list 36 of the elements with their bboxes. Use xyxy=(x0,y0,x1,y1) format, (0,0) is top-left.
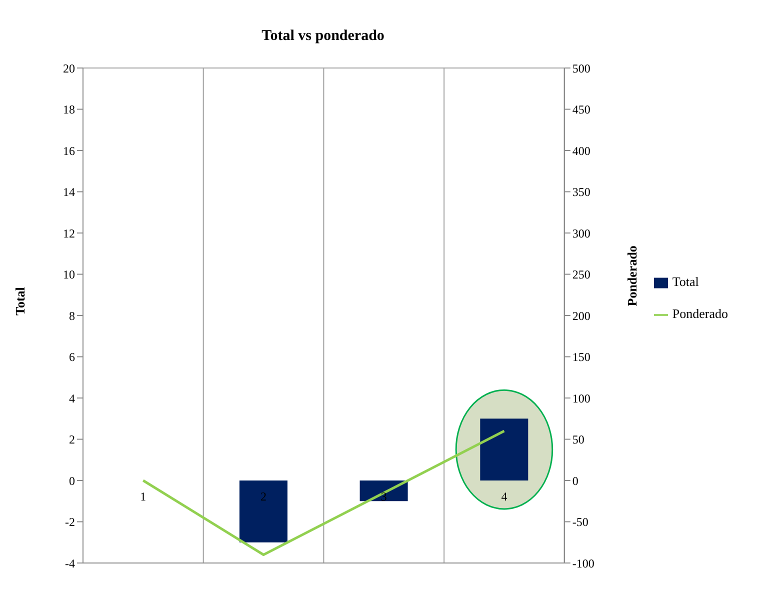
x-tick-label: 1 xyxy=(140,490,146,504)
y2-tick-label: 200 xyxy=(572,308,590,323)
y-tick-label: 14 xyxy=(63,185,75,200)
legend-label: Total xyxy=(672,274,699,289)
y2-tick-label: 300 xyxy=(572,226,590,240)
x-tick-label: 2 xyxy=(260,490,267,504)
y-tick-label: 10 xyxy=(63,268,75,282)
y2-tick-label: 450 xyxy=(572,102,590,117)
y2-tick-label: 350 xyxy=(572,185,590,200)
line-series xyxy=(142,430,506,556)
y2-tick-label: 100 xyxy=(572,391,590,406)
y2-tick-label: 400 xyxy=(572,144,590,158)
y2-tick-label: -50 xyxy=(572,515,588,530)
chart-title: Total vs ponderado xyxy=(262,28,384,44)
y-tick-label: 16 xyxy=(63,144,75,158)
x-tick-label: 4 xyxy=(501,490,508,504)
y-tick-label: 0 xyxy=(69,474,75,488)
y2-axis-title: Ponderado xyxy=(624,246,640,306)
y2-tick-label: 150 xyxy=(572,350,590,364)
y2-tick-label: -100 xyxy=(572,556,594,570)
x-tick-label: 3 xyxy=(380,490,387,504)
y-tick-label: 12 xyxy=(63,226,75,240)
y-tick-label: -4 xyxy=(65,556,75,570)
y-tick-label: 2 xyxy=(69,432,75,447)
y2-tick-label: 500 xyxy=(572,61,590,76)
y-axis-title: Total xyxy=(12,286,28,316)
legend-label: Ponderado xyxy=(672,306,728,321)
y-tick-label: -2 xyxy=(65,515,75,530)
y-tick-label: 4 xyxy=(69,391,75,406)
y-tick-label: 18 xyxy=(63,102,75,117)
y-tick-label: 8 xyxy=(69,308,75,323)
y-tick-label: 20 xyxy=(63,61,75,76)
y2-tick-label: 250 xyxy=(572,268,590,282)
y2-tick-label: 0 xyxy=(572,474,578,488)
y2-tick-label: 50 xyxy=(572,432,584,447)
y-tick-label: 6 xyxy=(69,350,75,364)
